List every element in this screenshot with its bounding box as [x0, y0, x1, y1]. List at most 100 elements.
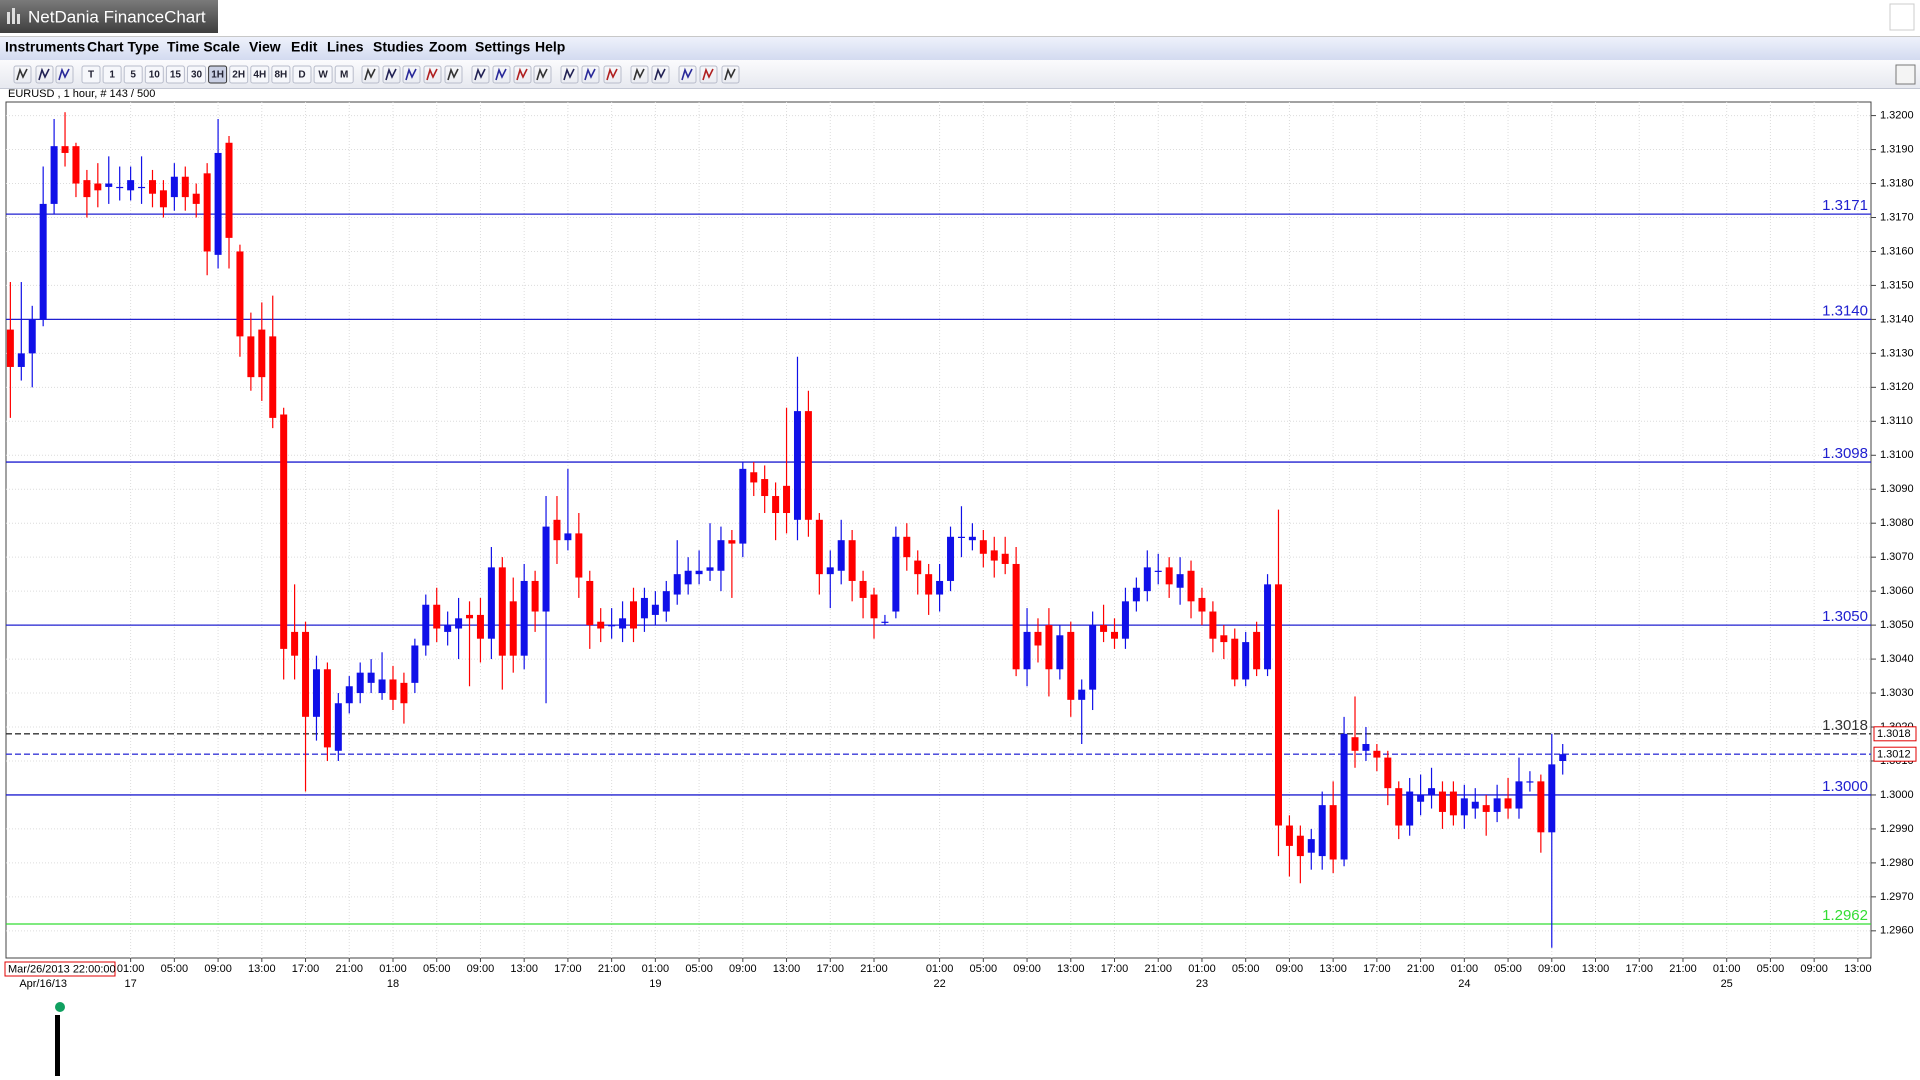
timescale-button-frame	[187, 65, 206, 84]
button-frame	[533, 65, 552, 84]
timescale-button[interactable]: 2H	[232, 70, 245, 81]
candle-body	[367, 672, 375, 683]
day-label: 23	[1196, 978, 1208, 990]
candle-body	[39, 203, 47, 320]
title-tab	[0, 0, 218, 33]
day-label: 18	[387, 978, 399, 990]
candle-body	[870, 594, 878, 619]
candle-body	[1078, 689, 1086, 700]
toolbar-button[interactable]	[533, 65, 552, 84]
level-label: 1.2962	[1822, 907, 1868, 924]
menu-item[interactable]: Chart Type	[87, 39, 159, 55]
candle-body	[1045, 625, 1053, 670]
level-label: 1.3000	[1822, 778, 1868, 795]
toolbar-button[interactable]	[402, 65, 421, 84]
candle-body	[312, 669, 320, 717]
timescale-button-frame	[313, 65, 333, 84]
timescale-button[interactable]: 30	[191, 70, 203, 81]
candle-body	[608, 625, 616, 627]
timescale-button[interactable]: 5	[130, 70, 136, 81]
timescale-button[interactable]: 4H	[253, 70, 266, 81]
toolbar-button[interactable]	[382, 65, 401, 84]
button-glyph	[516, 67, 528, 81]
candle-body	[673, 574, 681, 595]
toolbar-button[interactable]	[678, 65, 697, 84]
candle-body	[629, 601, 637, 629]
x-tick-label: 17:00	[817, 963, 845, 975]
menu-item[interactable]: Lines	[327, 39, 364, 55]
timescale-button[interactable]: 1	[109, 70, 115, 81]
menu-item[interactable]: View	[249, 39, 281, 55]
timescale-button[interactable]: 1H	[211, 70, 224, 81]
toolbar-button[interactable]	[13, 65, 32, 84]
candle-body	[1165, 567, 1173, 585]
timescale-button-frame	[250, 65, 270, 84]
button-frame	[35, 65, 54, 84]
toolbar-button[interactable]	[492, 65, 511, 84]
x-tick-label: 05:00	[970, 963, 998, 975]
toolbar-button[interactable]	[471, 65, 490, 84]
toolbar-button[interactable]	[55, 65, 74, 84]
candle-body	[990, 550, 998, 561]
timescale-button[interactable]: T	[88, 70, 94, 81]
button-glyph	[495, 67, 507, 81]
timescale-button[interactable]: W	[318, 70, 328, 81]
timescale-button[interactable]: 10	[149, 70, 161, 81]
x-tick-label: 01:00	[1451, 963, 1479, 975]
menu-item[interactable]: Settings	[475, 39, 530, 55]
toolbar-button[interactable]	[630, 65, 649, 84]
toolbar-button[interactable]	[423, 65, 442, 84]
button-frame	[492, 65, 511, 84]
title-bar	[0, 0, 1920, 37]
toolbar-button[interactable]	[721, 65, 740, 84]
toolbar-button[interactable]	[603, 65, 622, 84]
toolbar-button[interactable]	[444, 65, 463, 84]
window-control[interactable]	[1889, 3, 1915, 31]
menu-item[interactable]: Instruments	[5, 39, 85, 55]
candle-body	[487, 567, 495, 639]
y-tick-label: 1.3050	[1880, 619, 1914, 631]
toolbar-button[interactable]	[560, 65, 579, 84]
candle-body	[1089, 625, 1097, 690]
timescale-button[interactable]: D	[298, 70, 305, 81]
candle-body	[968, 536, 976, 541]
button-glyph	[385, 67, 397, 81]
candle-body	[476, 614, 484, 639]
toolbar-button[interactable]	[651, 65, 670, 84]
x-tick-label: 05:00	[1757, 963, 1785, 975]
candle-body	[345, 686, 353, 704]
candle-body	[389, 679, 397, 700]
menu-item[interactable]: Studies	[373, 39, 424, 55]
candle-body	[1449, 791, 1457, 816]
toolbar-button[interactable]	[581, 65, 600, 84]
toolbar-button[interactable]	[513, 65, 532, 84]
menu-item[interactable]: Help	[535, 39, 565, 55]
candle-body	[6, 329, 14, 367]
candle-body	[455, 618, 463, 629]
menu-item[interactable]: Time Scale	[167, 39, 240, 55]
menu-item[interactable]: Edit	[291, 39, 318, 55]
timescale-button[interactable]: 8H	[275, 70, 288, 81]
candle-body	[214, 152, 222, 255]
panel-button[interactable]	[1895, 64, 1916, 85]
button-frame	[581, 65, 600, 84]
menu-item[interactable]: Zoom	[429, 39, 467, 55]
candle-body	[203, 173, 211, 252]
x-tick-label: 21:00	[335, 963, 363, 975]
y-tick-label: 1.3110	[1880, 415, 1913, 427]
y-tick-label: 1.2960	[1880, 925, 1914, 937]
timescale-button[interactable]: M	[340, 70, 348, 81]
candle-body	[170, 176, 178, 198]
toolbar-button[interactable]	[699, 65, 718, 84]
toolbar-button[interactable]	[35, 65, 54, 84]
button-frame	[471, 65, 490, 84]
toolbar-button[interactable]	[361, 65, 380, 84]
x-tick-label: 09:00	[1538, 963, 1566, 975]
candle-body	[116, 186, 124, 189]
status-icon	[55, 1002, 65, 1012]
y-tick-label: 1.3180	[1880, 177, 1914, 189]
candle-body	[400, 682, 408, 704]
candle-body	[750, 472, 758, 483]
timescale-button-frame	[229, 65, 249, 84]
timescale-button[interactable]: 15	[170, 70, 182, 81]
